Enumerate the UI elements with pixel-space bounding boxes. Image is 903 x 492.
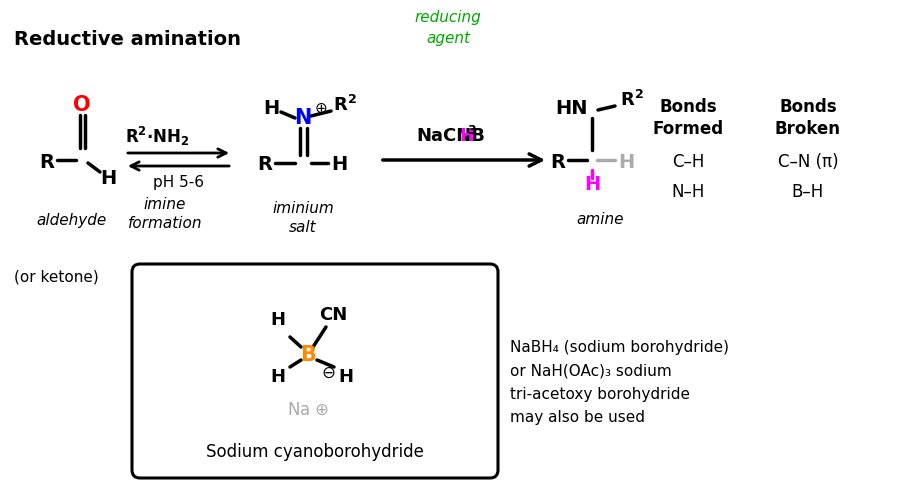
Text: H: H (459, 127, 473, 145)
Text: H: H (263, 98, 279, 118)
Text: N: N (294, 108, 312, 128)
Text: B–H: B–H (791, 183, 824, 201)
Text: C–H: C–H (671, 153, 703, 171)
Text: $\mathbf{R^2}$: $\mathbf{R^2}$ (619, 90, 643, 110)
Text: pH 5-6: pH 5-6 (154, 175, 204, 189)
Text: imine
formation: imine formation (127, 197, 202, 231)
Text: (or ketone): (or ketone) (14, 270, 98, 285)
Text: Na $\oplus$: Na $\oplus$ (286, 401, 329, 419)
Text: $\ominus$: $\ominus$ (321, 364, 335, 382)
Text: Bonds
Formed: Bonds Formed (652, 98, 722, 138)
Text: $\oplus$: $\oplus$ (314, 100, 327, 116)
Text: H: H (617, 153, 633, 172)
Text: Reductive amination: Reductive amination (14, 30, 241, 49)
Text: H: H (270, 368, 285, 386)
Text: H: H (270, 311, 285, 329)
Text: iminium
salt: iminium salt (272, 201, 333, 235)
Text: B: B (300, 345, 315, 365)
Text: R: R (257, 155, 272, 175)
Text: NaCNB: NaCNB (415, 127, 484, 145)
Text: H: H (99, 168, 116, 187)
Text: amine: amine (575, 213, 623, 227)
Text: NaBH₄ (sodium borohydride)
or NaH(OAc)₃ sodium
tri-acetoxy borohydride
may also : NaBH₄ (sodium borohydride) or NaH(OAc)₃ … (509, 340, 728, 425)
Text: Sodium cyanoborohydride: Sodium cyanoborohydride (206, 443, 424, 461)
Text: O: O (73, 95, 90, 115)
Text: CN: CN (319, 306, 347, 324)
Text: aldehyde: aldehyde (37, 213, 107, 227)
Text: N–H: N–H (671, 183, 704, 201)
Text: H: H (330, 155, 347, 175)
Text: 3: 3 (467, 124, 475, 137)
Text: R: R (40, 153, 54, 172)
Text: Bonds
Broken: Bonds Broken (774, 98, 840, 138)
Text: H: H (583, 176, 600, 194)
Text: HN: HN (554, 98, 587, 118)
Text: reducing
agent: reducing agent (414, 10, 480, 46)
Text: R: R (550, 153, 565, 172)
Text: $\mathbf{R^2}$: $\mathbf{R^2}$ (332, 95, 357, 115)
FancyBboxPatch shape (132, 264, 498, 478)
Text: H: H (338, 368, 353, 386)
Text: $\mathbf{R^2{\cdot}NH_2}$: $\mathbf{R^2{\cdot}NH_2}$ (125, 124, 190, 148)
Text: C–N (π): C–N (π) (777, 153, 837, 171)
